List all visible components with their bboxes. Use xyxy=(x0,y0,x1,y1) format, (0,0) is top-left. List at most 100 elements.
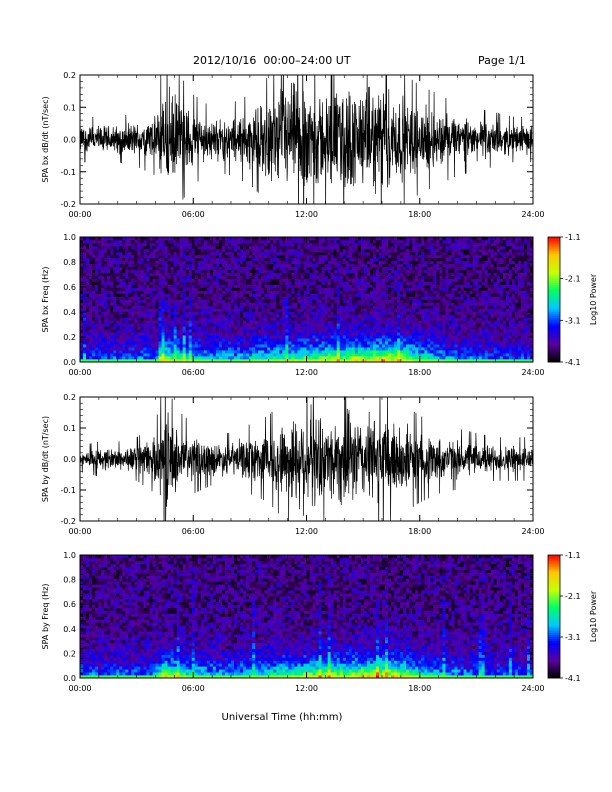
heatmap-cell xyxy=(227,263,232,268)
heatmap-cell xyxy=(409,251,413,256)
heatmap-cell xyxy=(146,350,150,354)
heatmap-cell xyxy=(312,308,316,312)
heatmap-cell xyxy=(200,341,205,345)
heatmap-cell xyxy=(339,275,344,279)
heatmap-cell xyxy=(83,332,87,336)
heatmap-cell xyxy=(378,347,383,351)
heatmap-cell xyxy=(366,293,371,297)
heatmap-cell xyxy=(321,299,325,303)
heatmap-cell xyxy=(303,344,307,348)
heatmap-cell xyxy=(116,347,120,351)
heatmap-cell xyxy=(158,353,162,357)
heatmap-cell xyxy=(161,275,165,279)
heatmap-cell xyxy=(324,359,328,362)
heatmap-cell xyxy=(122,251,126,256)
heatmap-cell xyxy=(98,299,102,303)
heatmap-cell xyxy=(170,248,174,253)
heatmap-cell xyxy=(237,242,241,247)
heatmap-cell xyxy=(415,257,419,262)
heatmap-cell xyxy=(360,332,365,336)
heatmap-cell xyxy=(354,353,359,357)
heatmap-cell xyxy=(227,329,232,333)
heatmap-cell xyxy=(264,287,268,291)
heatmap-cell xyxy=(394,278,398,282)
heatmap-cell xyxy=(382,350,386,354)
heatmap-cell xyxy=(279,350,283,354)
heatmap-cell xyxy=(191,281,196,285)
heatmap-cell xyxy=(237,356,241,360)
heatmap-cell xyxy=(400,347,404,351)
heatmap-cell xyxy=(143,350,147,354)
heatmap-cell xyxy=(218,299,223,303)
heatmap-cell xyxy=(191,305,196,309)
heatmap-cell xyxy=(285,317,289,321)
heatmap-cell xyxy=(246,281,250,285)
heatmap-cell xyxy=(86,266,90,271)
heatmap-cell xyxy=(191,251,196,256)
heatmap-cell xyxy=(294,359,298,362)
heatmap-cell xyxy=(149,278,153,282)
heatmap-cell xyxy=(291,308,295,312)
heatmap-cell xyxy=(315,293,319,297)
heatmap-cell xyxy=(427,263,431,268)
heatmap-cell xyxy=(369,359,374,362)
heatmap-cell xyxy=(369,305,374,309)
heatmap-cell xyxy=(366,356,371,360)
heatmap-cell xyxy=(119,284,123,288)
heatmap-cell xyxy=(360,269,365,274)
heatmap-cell xyxy=(98,338,102,342)
heatmap-cell xyxy=(237,239,241,244)
heatmap-cell xyxy=(394,254,398,259)
heatmap-cell xyxy=(357,302,362,306)
heatmap-cell xyxy=(297,290,301,294)
heatmap-cell xyxy=(270,341,274,345)
heatmap-cell xyxy=(333,311,337,315)
heatmap-cell xyxy=(116,257,120,262)
heatmap-cell xyxy=(240,284,244,288)
heatmap-cell xyxy=(339,263,344,268)
heatmap-cell xyxy=(324,356,328,360)
heatmap-cell xyxy=(92,311,96,315)
heatmap-cell xyxy=(378,263,383,268)
heatmap-cell xyxy=(146,323,150,327)
heatmap-cell xyxy=(270,353,274,357)
heatmap-cell xyxy=(200,335,205,339)
heatmap-cell xyxy=(336,239,341,244)
heatmap-cell xyxy=(421,237,425,241)
heatmap-cell xyxy=(143,237,147,241)
heatmap-cell xyxy=(203,329,208,333)
heatmap-cell xyxy=(315,284,319,288)
heatmap-cell xyxy=(80,281,84,285)
heatmap-cell xyxy=(152,245,156,250)
heatmap-cell xyxy=(309,263,313,268)
heatmap-cell xyxy=(152,308,156,312)
heatmap-cell xyxy=(330,284,334,288)
heatmap-cell xyxy=(264,290,268,294)
heatmap-cell xyxy=(357,320,362,324)
heatmap-cell xyxy=(158,272,162,276)
heatmap-cell xyxy=(351,314,356,318)
heatmap-cell xyxy=(149,308,153,312)
heatmap-cell xyxy=(261,338,265,342)
heatmap-cell xyxy=(86,293,90,297)
heatmap-cell xyxy=(98,254,102,259)
heatmap-cell xyxy=(146,266,150,271)
heatmap-cell xyxy=(206,248,211,253)
heatmap-cell xyxy=(200,260,205,265)
heatmap-cell xyxy=(321,314,325,318)
heatmap-cell xyxy=(83,237,87,241)
heatmap-cell xyxy=(246,359,250,362)
heatmap-cell xyxy=(110,311,114,315)
heatmap-cell xyxy=(303,284,307,288)
heatmap-cell xyxy=(86,275,90,279)
heatmap-cell xyxy=(185,281,190,285)
heatmap-cell xyxy=(391,272,395,276)
heatmap-cell xyxy=(351,275,356,279)
heatmap-cell xyxy=(206,308,211,312)
heatmap-cell xyxy=(227,311,232,315)
heatmap-cell xyxy=(212,266,217,271)
heatmap-cell xyxy=(164,293,168,297)
heatmap-cell xyxy=(270,329,274,333)
heatmap-cell xyxy=(116,314,120,318)
heatmap-cell xyxy=(146,254,150,259)
